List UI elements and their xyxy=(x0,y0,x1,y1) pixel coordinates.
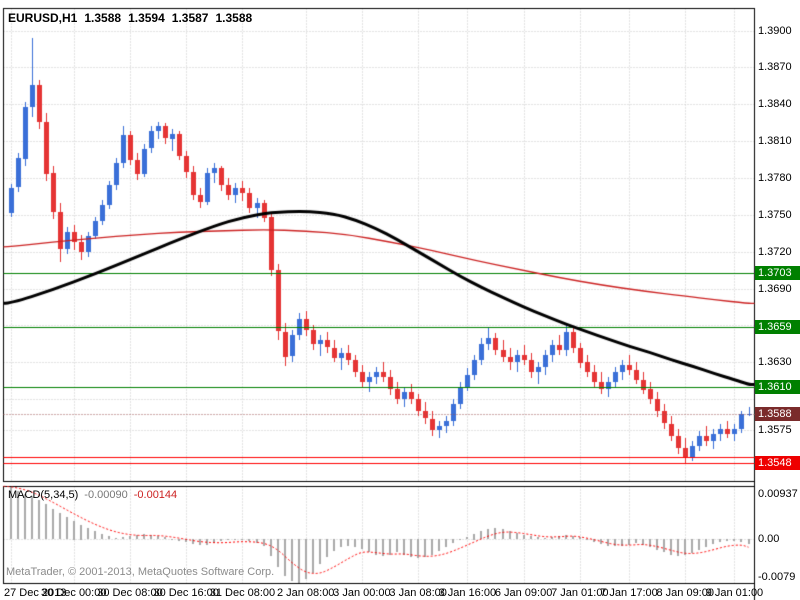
watermark-credit: MetaTrader, © 2001-2013, MetaQuotes Soft… xyxy=(6,566,275,578)
macd-name: MACD(5,34,5) xyxy=(8,489,79,501)
price-tick-label: 1.3840 xyxy=(758,98,792,111)
time-label: 9 Jan 01:00 xyxy=(705,587,764,599)
price-tick-label: 1.3690 xyxy=(758,282,792,295)
time-label: 2 Jan 08:00 xyxy=(276,587,335,599)
price-badge: 1.3659 xyxy=(755,319,800,334)
time-label: 3 Jan 08:00 xyxy=(389,587,447,599)
macd-value: -0.00090 xyxy=(84,489,128,501)
price-badge: 1.3610 xyxy=(755,379,800,394)
price-tick-label: 1.3575 xyxy=(758,423,792,436)
macd-indicator-label: MACD(5,34,5) -0.00090 -0.00144 xyxy=(8,489,177,501)
price-tick-label: 1.3900 xyxy=(758,24,792,37)
price-badge: 1.3703 xyxy=(755,265,800,280)
time-label: 30 Dec 08:00 xyxy=(97,587,163,599)
open-value: 1.3588 xyxy=(84,11,122,25)
price-badge: 1.3548 xyxy=(755,456,800,471)
time-label: 30 Dec 00:00 xyxy=(41,587,107,599)
price-tick-label: 1.3750 xyxy=(758,208,792,221)
macd-signal-value: -0.00144 xyxy=(133,489,178,501)
price-tick-label: 1.3810 xyxy=(758,135,792,148)
macd-tick-label: -0.0079 xyxy=(758,570,796,583)
time-label: 31 Dec 08:00 xyxy=(209,587,276,599)
low-value: 1.3587 xyxy=(171,11,209,25)
symbol-ohlc-header: EURUSD,H1 1.3588 1.3594 1.3587 1.3588 xyxy=(8,11,259,25)
symbol-label: EURUSD,H1 xyxy=(8,11,78,25)
close-value: 1.3588 xyxy=(215,11,253,25)
time-label: 6 Jan 09:00 xyxy=(494,587,553,599)
price-badge: 1.3588 xyxy=(755,406,800,421)
time-label: 3 Jan 16:00 xyxy=(438,587,497,599)
price-tick-label: 1.3780 xyxy=(758,172,792,185)
time-label: 27 Dec 2013 xyxy=(4,587,67,599)
time-label: 7 Jan 01:00 xyxy=(551,587,609,599)
price-tick-label: 1.3630 xyxy=(758,356,792,369)
macd-tick-label: 0.00 xyxy=(758,533,780,546)
time-label: 3 Jan 00:00 xyxy=(333,587,391,599)
high-value: 1.3594 xyxy=(128,11,165,25)
time-label: 30 Dec 16:00 xyxy=(153,587,219,599)
price-tick-label: 1.3720 xyxy=(758,245,792,258)
time-label: 7 Jan 17:00 xyxy=(600,587,658,599)
macd-tick-label: 0.00937 xyxy=(758,487,798,500)
price-tick-label: 1.3870 xyxy=(758,61,792,74)
time-label: 8 Jan 09:00 xyxy=(656,587,714,599)
